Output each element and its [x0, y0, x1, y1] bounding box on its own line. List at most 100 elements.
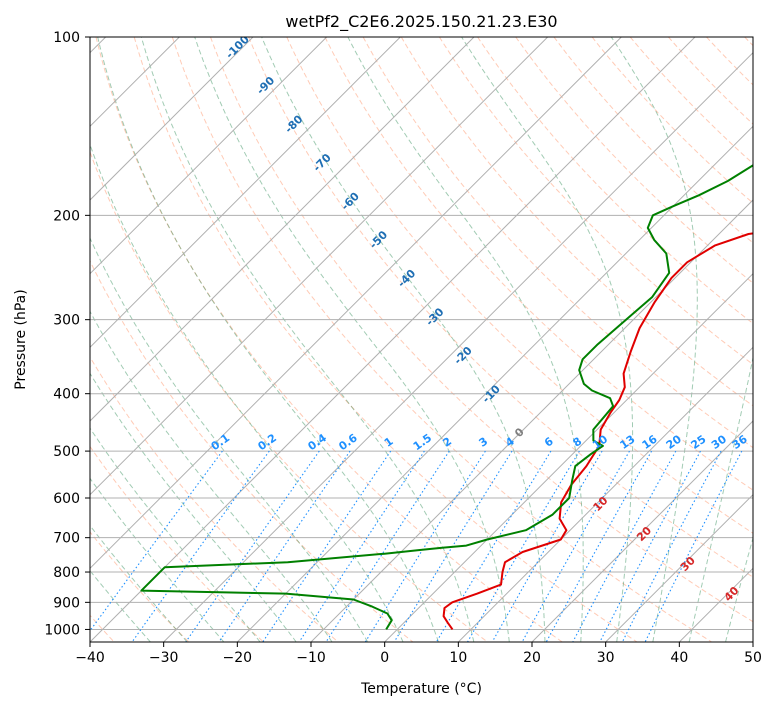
isotherm-line [605, 493, 753, 642]
moist-adiabat-line [261, 37, 546, 642]
mixing-ratio-line [262, 450, 392, 642]
y-tick-label: 100 [53, 30, 80, 46]
dry-adiabat-line [553, 37, 753, 244]
mixing-ratio-line [491, 450, 603, 642]
y-tick-label: 900 [53, 595, 80, 611]
dry-adiabat-line [591, 37, 753, 204]
mixing-ratio-label: 0.4 [306, 431, 330, 453]
x-tick-label: 0 [380, 650, 389, 666]
moist-adiabat-label: 20 [634, 524, 654, 544]
dry-adiabat-line [90, 445, 264, 642]
mixing-ratio-label: 0.1 [209, 431, 232, 453]
isotherm-line [90, 37, 549, 496]
mixing-ratio-line [90, 450, 223, 632]
dry-adiabat-line [744, 37, 753, 47]
y-tick-label: 400 [53, 387, 80, 403]
mixing-ratio-label: 0.2 [256, 431, 279, 453]
moist-adiabat-label: -70 [311, 151, 334, 174]
dry-adiabat-line [515, 37, 753, 284]
moist-adiabat-line [461, 37, 634, 642]
isotherm-line [752, 641, 753, 642]
isotherm-line [236, 125, 753, 642]
moist-adiabat-label: 10 [591, 494, 611, 514]
isotherm-line [90, 37, 328, 275]
dry-adiabat-line [629, 37, 753, 165]
mixing-ratio-line [644, 450, 743, 642]
dry-adiabat-line [400, 37, 753, 407]
dry-adiabat-line [171, 37, 712, 642]
moist-adiabat-line [194, 37, 510, 642]
moist-adiabat-line [688, 355, 753, 642]
dry-adiabat-line [438, 37, 753, 366]
isotherm-line [163, 51, 753, 642]
y-tick-label: 1000 [44, 622, 80, 638]
mixing-ratio-label: 16 [640, 432, 660, 452]
mixing-ratio-label: 6 [542, 435, 556, 450]
y-tick-label: 800 [53, 565, 80, 581]
dry-adiabat-line [324, 37, 753, 491]
moist-adiabat-label: -40 [395, 267, 418, 290]
moist-adiabat-label: -50 [367, 228, 390, 251]
moist-adiabat-line [90, 236, 369, 642]
y-tick-label: 500 [53, 444, 80, 460]
mixing-ratio-label: 20 [664, 432, 684, 452]
dry-adiabat-line [248, 37, 753, 578]
moist-adiabat-label: 40 [722, 584, 742, 604]
dry-adiabat-line [95, 37, 563, 642]
dry-adiabat-line [210, 37, 753, 623]
temperature-profile-line [442, 232, 753, 630]
moist-adiabat-label: 30 [678, 554, 698, 574]
x-tick-label: −20 [223, 650, 253, 666]
isotherm-line [310, 199, 753, 642]
x-tick-label: 40 [670, 650, 688, 666]
mixing-ratio-label: 25 [689, 433, 709, 452]
moist-adiabat-line [90, 477, 225, 642]
mixing-ratio-line [521, 450, 630, 642]
isotherm-line [90, 37, 254, 201]
x-tick-label: 20 [523, 650, 541, 666]
moist-adiabat-line [725, 536, 753, 642]
mixing-ratio-line [185, 450, 320, 642]
mixing-ratio-label: 1.5 [411, 431, 434, 453]
plot-frame [89, 36, 754, 643]
isotherm-line [90, 37, 622, 570]
moist-adiabat-line [610, 37, 698, 642]
isotherm-line [384, 272, 753, 642]
mixing-ratio-line [572, 450, 677, 642]
y-tick-label: 300 [53, 313, 80, 329]
moist-adiabat-line [347, 37, 584, 642]
moist-adiabat-label: -20 [452, 344, 475, 367]
dry-adiabat-line [90, 259, 414, 642]
y-tick-label: 200 [53, 208, 80, 224]
mixing-ratio-label: 36 [730, 432, 750, 452]
dry-adiabat-line [133, 37, 638, 642]
mixing-ratio-label: 2 [440, 435, 454, 450]
moist-adiabat-line [97, 37, 439, 642]
moist-adiabat-line [140, 37, 475, 642]
x-tick-label: −10 [296, 650, 326, 666]
isotherm-line [457, 346, 753, 642]
dry-adiabat-line [706, 37, 753, 86]
isotherm-line [90, 37, 696, 642]
dry-adiabat-line [286, 37, 753, 534]
moist-adiabat-label: -80 [282, 112, 305, 135]
moist-adiabat-label: -60 [339, 189, 362, 212]
x-tick-label: 10 [449, 650, 467, 666]
isotherm-line [90, 37, 475, 422]
dry-adiabat-line [668, 37, 753, 125]
mixing-ratio-line [131, 450, 270, 642]
mixing-ratio-line [599, 450, 701, 642]
moist-adiabat-line [90, 427, 261, 642]
mixing-ratio-label: 30 [709, 432, 729, 452]
moist-adiabat-label: -90 [254, 74, 277, 97]
mixing-ratio-label: 3 [477, 435, 491, 450]
dewpoint-profile-line [140, 164, 753, 630]
isotherm-line [531, 420, 753, 642]
x-tick-label: 30 [597, 650, 615, 666]
mixing-ratio-line [393, 450, 513, 642]
isotherm-line [678, 567, 753, 642]
isotherm-line [90, 37, 401, 349]
moist-adiabat-line [90, 372, 297, 642]
moist-adiabat-line [90, 310, 333, 642]
